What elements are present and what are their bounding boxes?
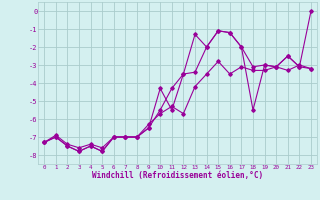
X-axis label: Windchill (Refroidissement éolien,°C): Windchill (Refroidissement éolien,°C) bbox=[92, 171, 263, 180]
